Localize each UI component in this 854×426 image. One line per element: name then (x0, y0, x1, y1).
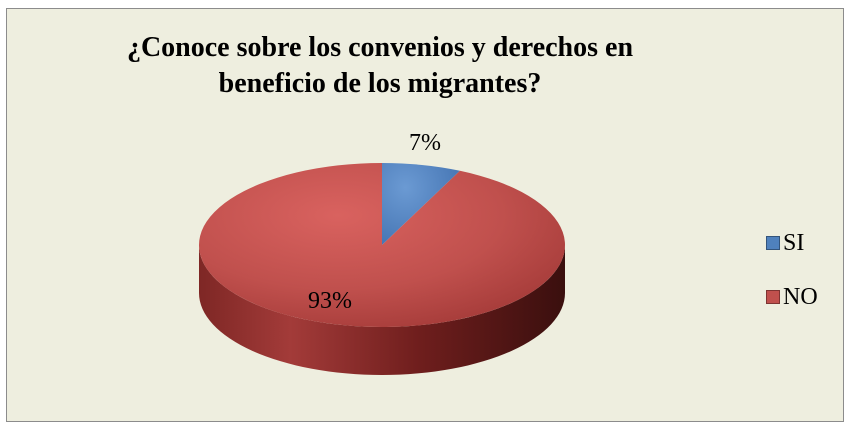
pie-label-layer: 7% 93% (308, 130, 441, 314)
legend-swatch-si (766, 236, 780, 250)
chart-title: ¿Conoce sobre los convenios y derechos e… (126, 32, 634, 99)
data-label-no: 93% (308, 288, 352, 314)
pie-side-layer (199, 245, 565, 375)
legend-label-si: SI (783, 229, 805, 256)
pie-slice-si (382, 163, 460, 245)
data-label-si: 7% (409, 130, 441, 156)
legend-item-no: NO (766, 282, 818, 312)
legend-item-si: SI (766, 228, 818, 258)
legend: SI NO (766, 228, 818, 336)
legend-label-no: NO (783, 283, 818, 310)
pie-side-wall (199, 245, 565, 375)
legend-swatch-no (766, 290, 780, 304)
pie-top-layer (198, 163, 565, 327)
pie-slice-no (198, 163, 565, 327)
